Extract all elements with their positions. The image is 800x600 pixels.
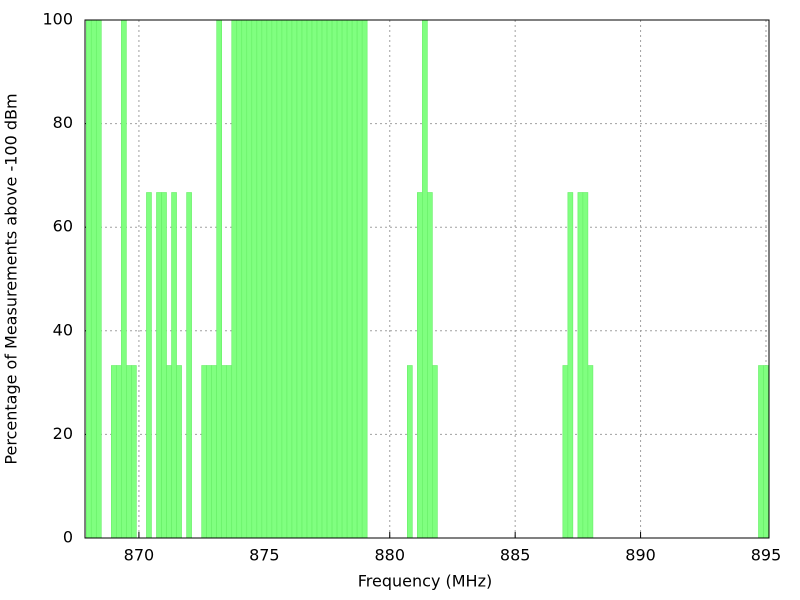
y-tick-label: 20 <box>53 424 73 443</box>
bar <box>206 365 212 539</box>
bar <box>131 365 137 539</box>
bar <box>286 19 293 539</box>
bar <box>301 19 308 539</box>
bar <box>271 19 278 539</box>
bar <box>261 19 268 539</box>
bar <box>201 365 207 539</box>
bar <box>171 192 177 539</box>
x-tick-label: 875 <box>249 546 280 565</box>
bar <box>407 365 413 539</box>
x-tick-label: 885 <box>500 546 531 565</box>
bar <box>341 19 348 539</box>
bar <box>251 19 258 539</box>
bar <box>241 19 248 539</box>
x-tick-label: 880 <box>374 546 405 565</box>
bar <box>326 19 333 539</box>
bar <box>562 365 569 539</box>
bar <box>161 192 167 539</box>
plot-frame <box>84 19 770 539</box>
bar <box>176 365 182 539</box>
y-tick-label: 40 <box>53 320 73 339</box>
bar <box>587 365 594 539</box>
bar <box>95 19 102 539</box>
bar <box>246 19 253 539</box>
bar <box>276 19 283 539</box>
bar <box>577 192 584 539</box>
bar <box>226 365 233 539</box>
bar <box>291 19 298 539</box>
y-tick-label: 0 <box>63 528 73 547</box>
bar <box>231 19 238 539</box>
bar <box>186 192 192 539</box>
bar <box>336 19 343 539</box>
y-tick-label: 60 <box>53 217 73 236</box>
bar <box>427 192 433 539</box>
bar <box>346 19 353 539</box>
bar <box>296 19 303 539</box>
bar <box>236 19 243 539</box>
bar <box>331 19 338 539</box>
y-axis-label: Percentage of Measurements above -100 dB… <box>2 93 21 464</box>
bar <box>356 19 363 539</box>
bar <box>166 365 172 539</box>
bar <box>266 19 273 539</box>
bar <box>758 365 764 539</box>
y-tick-label: 80 <box>53 113 73 132</box>
bar <box>321 19 328 539</box>
x-tick-label: 870 <box>124 546 155 565</box>
bar <box>281 19 288 539</box>
y-tick-label: 100 <box>42 10 73 29</box>
bar <box>256 19 263 539</box>
bar <box>90 19 97 539</box>
bar <box>417 192 423 539</box>
bar <box>351 19 358 539</box>
bar <box>422 19 428 539</box>
x-tick-label: 895 <box>751 546 782 565</box>
bar <box>567 192 574 539</box>
bar <box>121 19 127 539</box>
bar <box>146 192 152 539</box>
bar <box>582 192 589 539</box>
bar <box>311 19 318 539</box>
bar <box>116 365 122 539</box>
bar <box>763 365 769 539</box>
x-tick-label: 890 <box>625 546 656 565</box>
bar <box>85 19 92 539</box>
bar <box>306 19 313 539</box>
bar <box>316 19 323 539</box>
bar <box>111 365 117 539</box>
bar <box>432 365 438 539</box>
bar <box>216 19 222 539</box>
bar <box>156 192 162 539</box>
x-axis-label: Frequency (MHz) <box>358 572 492 591</box>
bar <box>211 365 217 539</box>
bar <box>221 365 228 539</box>
bar <box>361 19 368 539</box>
bar <box>126 365 132 539</box>
